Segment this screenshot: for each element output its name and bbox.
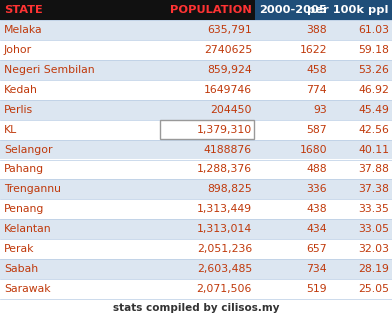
Text: 898,825: 898,825: [207, 184, 252, 194]
Text: KL: KL: [4, 125, 17, 135]
Bar: [0, 259, 392, 279]
Text: 45.49: 45.49: [358, 105, 389, 115]
Text: 587: 587: [307, 125, 327, 135]
Text: 388: 388: [307, 25, 327, 35]
Text: 28.19: 28.19: [358, 264, 389, 274]
Text: 2,071,506: 2,071,506: [197, 284, 252, 294]
Text: 25.05: 25.05: [358, 284, 389, 294]
Text: Melaka: Melaka: [4, 25, 43, 35]
Text: 774: 774: [307, 85, 327, 95]
Text: Selangor: Selangor: [4, 145, 53, 154]
Text: 37.88: 37.88: [358, 165, 389, 174]
Text: 2,051,236: 2,051,236: [197, 244, 252, 254]
Text: 4188876: 4188876: [204, 145, 252, 154]
Bar: [0, 219, 392, 239]
Text: 40.11: 40.11: [358, 145, 389, 154]
Text: STATE: STATE: [4, 5, 43, 15]
Bar: [0, 60, 392, 80]
Text: Penang: Penang: [4, 204, 44, 214]
Text: 204450: 204450: [211, 105, 252, 115]
Text: Negeri Sembilan: Negeri Sembilan: [4, 65, 94, 75]
Text: POPULATION: POPULATION: [170, 5, 252, 15]
Text: 93: 93: [313, 105, 327, 115]
Text: 33.05: 33.05: [358, 224, 389, 234]
Bar: [0, 0, 255, 20]
Text: 1649746: 1649746: [204, 85, 252, 95]
Text: 635,791: 635,791: [207, 25, 252, 35]
Text: Sarawak: Sarawak: [4, 284, 51, 294]
Bar: [0, 100, 392, 120]
Text: 1622: 1622: [299, 45, 327, 55]
Text: 657: 657: [307, 244, 327, 254]
Text: 37.38: 37.38: [358, 184, 389, 194]
Text: Johor: Johor: [4, 45, 32, 55]
Text: 59.18: 59.18: [358, 45, 389, 55]
Text: Kelantan: Kelantan: [4, 224, 52, 234]
Text: 2000-2005: 2000-2005: [259, 5, 327, 15]
Bar: [160, 120, 254, 139]
Text: 61.03: 61.03: [358, 25, 389, 35]
Bar: [0, 199, 392, 219]
Bar: [255, 0, 392, 20]
Text: Sabah: Sabah: [4, 264, 38, 274]
Bar: [0, 159, 392, 179]
Bar: [0, 279, 392, 299]
Text: stats compiled by cilisos.my: stats compiled by cilisos.my: [113, 303, 279, 313]
Text: Trengannu: Trengannu: [4, 184, 61, 194]
Text: 734: 734: [307, 264, 327, 274]
Text: 53.26: 53.26: [358, 65, 389, 75]
Text: Kedah: Kedah: [4, 85, 38, 95]
Text: 42.56: 42.56: [358, 125, 389, 135]
Bar: [0, 120, 392, 139]
Text: 434: 434: [307, 224, 327, 234]
Text: 438: 438: [307, 204, 327, 214]
Text: 2,603,485: 2,603,485: [197, 264, 252, 274]
Text: Perlis: Perlis: [4, 105, 33, 115]
Text: 1,288,376: 1,288,376: [197, 165, 252, 174]
Text: 859,924: 859,924: [207, 65, 252, 75]
Text: 519: 519: [307, 284, 327, 294]
Text: 2740625: 2740625: [204, 45, 252, 55]
Text: 1,313,449: 1,313,449: [197, 204, 252, 214]
Text: 1680: 1680: [299, 145, 327, 154]
Bar: [0, 139, 392, 159]
Bar: [0, 80, 392, 100]
Text: 1,313,014: 1,313,014: [197, 224, 252, 234]
Text: 336: 336: [307, 184, 327, 194]
Text: per 100k ppl: per 100k ppl: [307, 5, 389, 15]
Bar: [0, 239, 392, 259]
Text: 32.03: 32.03: [358, 244, 389, 254]
Bar: [0, 40, 392, 60]
Text: 458: 458: [307, 65, 327, 75]
Text: Perak: Perak: [4, 244, 34, 254]
Text: 488: 488: [307, 165, 327, 174]
Text: Pahang: Pahang: [4, 165, 44, 174]
Text: 46.92: 46.92: [358, 85, 389, 95]
Text: 33.35: 33.35: [358, 204, 389, 214]
Text: 1,379,310: 1,379,310: [197, 125, 252, 135]
Bar: [0, 179, 392, 199]
Bar: [0, 20, 392, 40]
